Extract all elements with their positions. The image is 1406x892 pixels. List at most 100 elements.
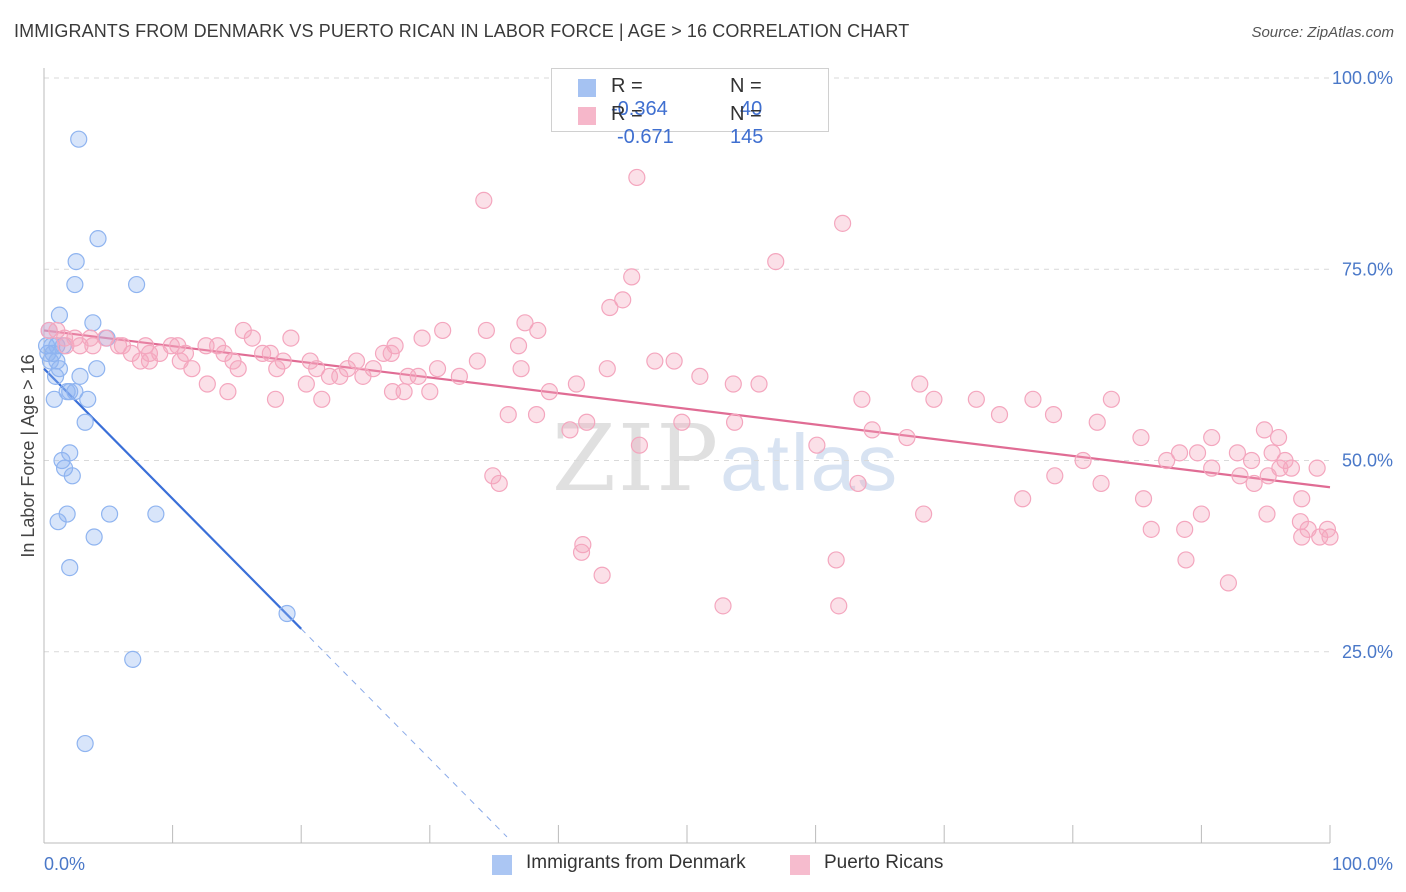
data-point: [561, 421, 579, 439]
data-point: [834, 214, 852, 232]
legend-n-value: 145: [730, 126, 764, 148]
data-point: [499, 406, 517, 424]
legend-r-value: -0.364: [611, 98, 668, 120]
data-point: [1102, 390, 1120, 408]
data-point: [1255, 421, 1274, 439]
data-point: [57, 337, 75, 355]
data-point: [71, 367, 89, 385]
legend-r-value: -0.671: [617, 126, 674, 148]
data-point: [911, 375, 929, 393]
data-point: [1074, 451, 1092, 470]
data-point: [808, 436, 826, 454]
y-tick-label: 25.0%: [1342, 642, 1393, 662]
data-point: [827, 551, 845, 569]
data-point: [767, 253, 785, 271]
data-point: [229, 360, 247, 378]
bottom-legend-swatch-puerto-rican: [790, 855, 810, 875]
data-point: [750, 375, 768, 393]
data-point: [1293, 490, 1311, 508]
bottom-legend-swatch-denmark: [492, 855, 512, 875]
data-point: [578, 413, 596, 431]
data-point: [1044, 406, 1063, 424]
source-label: Source: ZipAtlas.com: [1251, 24, 1394, 41]
data-point: [61, 558, 79, 577]
trend-lines: [43, 329, 1331, 838]
data-point: [84, 337, 102, 355]
x-tick-label: 100.0%: [1332, 854, 1393, 874]
chart-title: IMMIGRANTS FROM DENMARK VS PUERTO RICAN …: [14, 21, 910, 41]
data-point: [37, 337, 56, 355]
data-point: [1263, 444, 1281, 462]
data-point: [421, 383, 439, 401]
data-point: [395, 383, 413, 401]
data-point: [1258, 505, 1276, 523]
data-point: [183, 360, 201, 378]
data-point: [898, 428, 916, 447]
data-point: [131, 352, 150, 370]
legend-n-label: N =: [730, 103, 762, 125]
data-point: [382, 344, 400, 362]
data-point: [509, 337, 528, 355]
legend-r-label: R =: [611, 75, 643, 97]
trend-line: [43, 329, 1331, 489]
trend-line-extension: [300, 628, 508, 838]
legend-swatch-puerto-rican: [578, 107, 596, 125]
data-point: [268, 360, 286, 378]
data-point: [1282, 459, 1301, 477]
y-tick-label: 50.0%: [1342, 451, 1393, 471]
data-point: [665, 352, 683, 370]
data-point: [428, 360, 447, 378]
data-point: [1170, 444, 1189, 462]
data-point: [1024, 390, 1042, 408]
data-point: [1188, 444, 1207, 462]
data-point: [50, 306, 69, 324]
data-point: [1228, 444, 1247, 462]
data-point: [331, 367, 349, 385]
data-point: [1203, 428, 1221, 447]
x-tick-label: 0.0%: [44, 854, 85, 874]
data-point: [1132, 428, 1150, 447]
data-point: [863, 421, 881, 439]
data-point: [70, 130, 88, 148]
data-point: [1293, 528, 1311, 546]
data-point: [66, 383, 84, 401]
data-point: [354, 367, 372, 385]
data-point: [40, 321, 58, 340]
axes: [43, 68, 1331, 844]
data-point: [468, 352, 486, 370]
data-point: [313, 390, 331, 408]
data-point: [450, 367, 468, 385]
data-point: [572, 543, 591, 561]
data-point: [1318, 520, 1337, 538]
data-point: [630, 436, 649, 454]
data-point: [593, 566, 611, 584]
data-point: [76, 734, 94, 753]
data-point: [109, 337, 128, 355]
data-point: [219, 383, 237, 401]
data-points: [37, 130, 1339, 753]
watermark-atlas: atlas: [720, 418, 900, 507]
data-point: [61, 383, 79, 401]
data-point: [1269, 428, 1288, 447]
bottom-legend-label-denmark: Immigrants from Denmark: [526, 852, 746, 873]
data-point: [1092, 474, 1110, 493]
data-point: [724, 375, 742, 393]
data-point: [243, 329, 261, 347]
data-point: [282, 329, 300, 347]
data-point: [124, 650, 142, 669]
data-point: [1308, 459, 1326, 477]
series-denmark: [37, 130, 296, 753]
data-point: [1158, 451, 1176, 470]
y-tick-label: 75.0%: [1342, 259, 1393, 279]
data-point: [490, 474, 508, 493]
data-point: [527, 406, 546, 424]
data-point: [849, 474, 867, 493]
data-point: [1177, 551, 1195, 569]
data-point: [1192, 505, 1211, 523]
data-point: [1242, 451, 1261, 470]
data-point: [1245, 474, 1263, 493]
data-point: [1231, 467, 1249, 485]
data-point: [567, 375, 586, 393]
data-point: [477, 321, 495, 340]
